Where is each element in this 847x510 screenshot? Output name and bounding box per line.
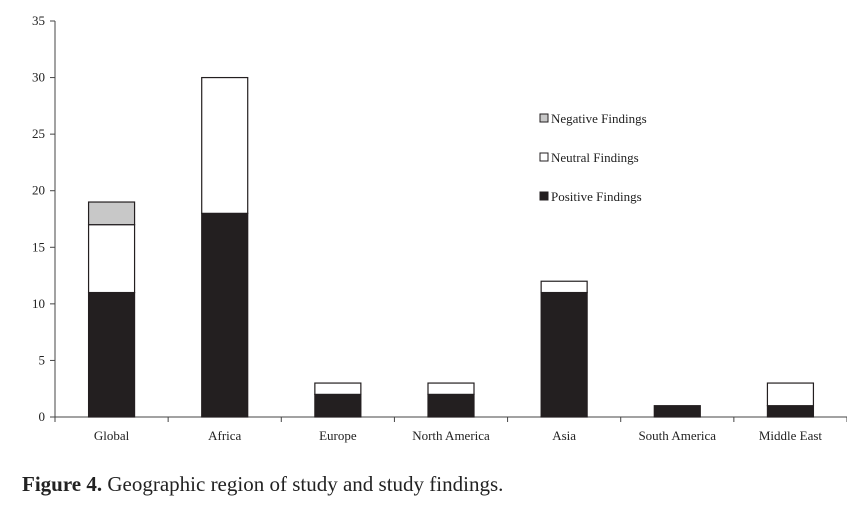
- legend-swatch: [539, 113, 549, 123]
- category-labels: Global Africa Europe North America Asia South…: [94, 428, 823, 443]
- category-label: South America: [638, 428, 716, 443]
- category-label: Global: [94, 428, 130, 443]
- y-tick-label: 15: [32, 239, 45, 254]
- bars: [87, 76, 815, 418]
- category-label: North America: [412, 428, 490, 443]
- y-tick-label: 25: [32, 126, 45, 141]
- stacked-bar-chart: 0 5 10 15 20 25 30 35 Global Africa Europe North A…: [32, 13, 847, 443]
- legend-swatch: [539, 191, 549, 201]
- legend-label: Negative Findings: [551, 111, 647, 126]
- legend: Negative Findings Neutral Findings Positiv…: [539, 111, 647, 204]
- legend-label: Positive Findings: [551, 189, 642, 204]
- axes: 0 5 10 15 20 25 30 35: [32, 13, 847, 424]
- legend-swatch: [539, 152, 549, 162]
- category-label: Asia: [552, 428, 576, 443]
- y-tick-label: 20: [32, 183, 45, 198]
- y-tick-label: 5: [39, 352, 46, 367]
- bar-segment: [540, 280, 588, 294]
- bar-segment: [87, 291, 136, 418]
- bar-segment: [766, 382, 815, 407]
- category-label: Africa: [208, 428, 241, 443]
- bar-segment: [201, 212, 249, 418]
- bar-segment: [87, 224, 136, 294]
- bar-segment: [314, 393, 362, 418]
- figure-caption: Figure 4. Geographic region of study and…: [22, 472, 503, 497]
- legend-label: Neutral Findings: [551, 150, 639, 165]
- bar-segment: [766, 405, 815, 418]
- caption-label: Figure 4.: [22, 472, 103, 496]
- bar-segment: [540, 291, 588, 418]
- bar-segment: [87, 201, 136, 226]
- y-tick-label: 35: [32, 13, 45, 28]
- bar-segment: [201, 76, 249, 214]
- category-label: Middle East: [759, 428, 823, 443]
- bar-segment: [314, 382, 362, 395]
- bar-segment: [427, 393, 475, 418]
- caption-text: Geographic region of study and study fin…: [102, 472, 504, 496]
- category-label: Europe: [319, 428, 357, 443]
- bar-segment: [427, 382, 475, 395]
- y-tick-label: 30: [32, 70, 45, 85]
- y-tick-label: 0: [39, 409, 46, 424]
- bar-segment: [653, 405, 701, 418]
- y-tick-label: 10: [32, 296, 45, 311]
